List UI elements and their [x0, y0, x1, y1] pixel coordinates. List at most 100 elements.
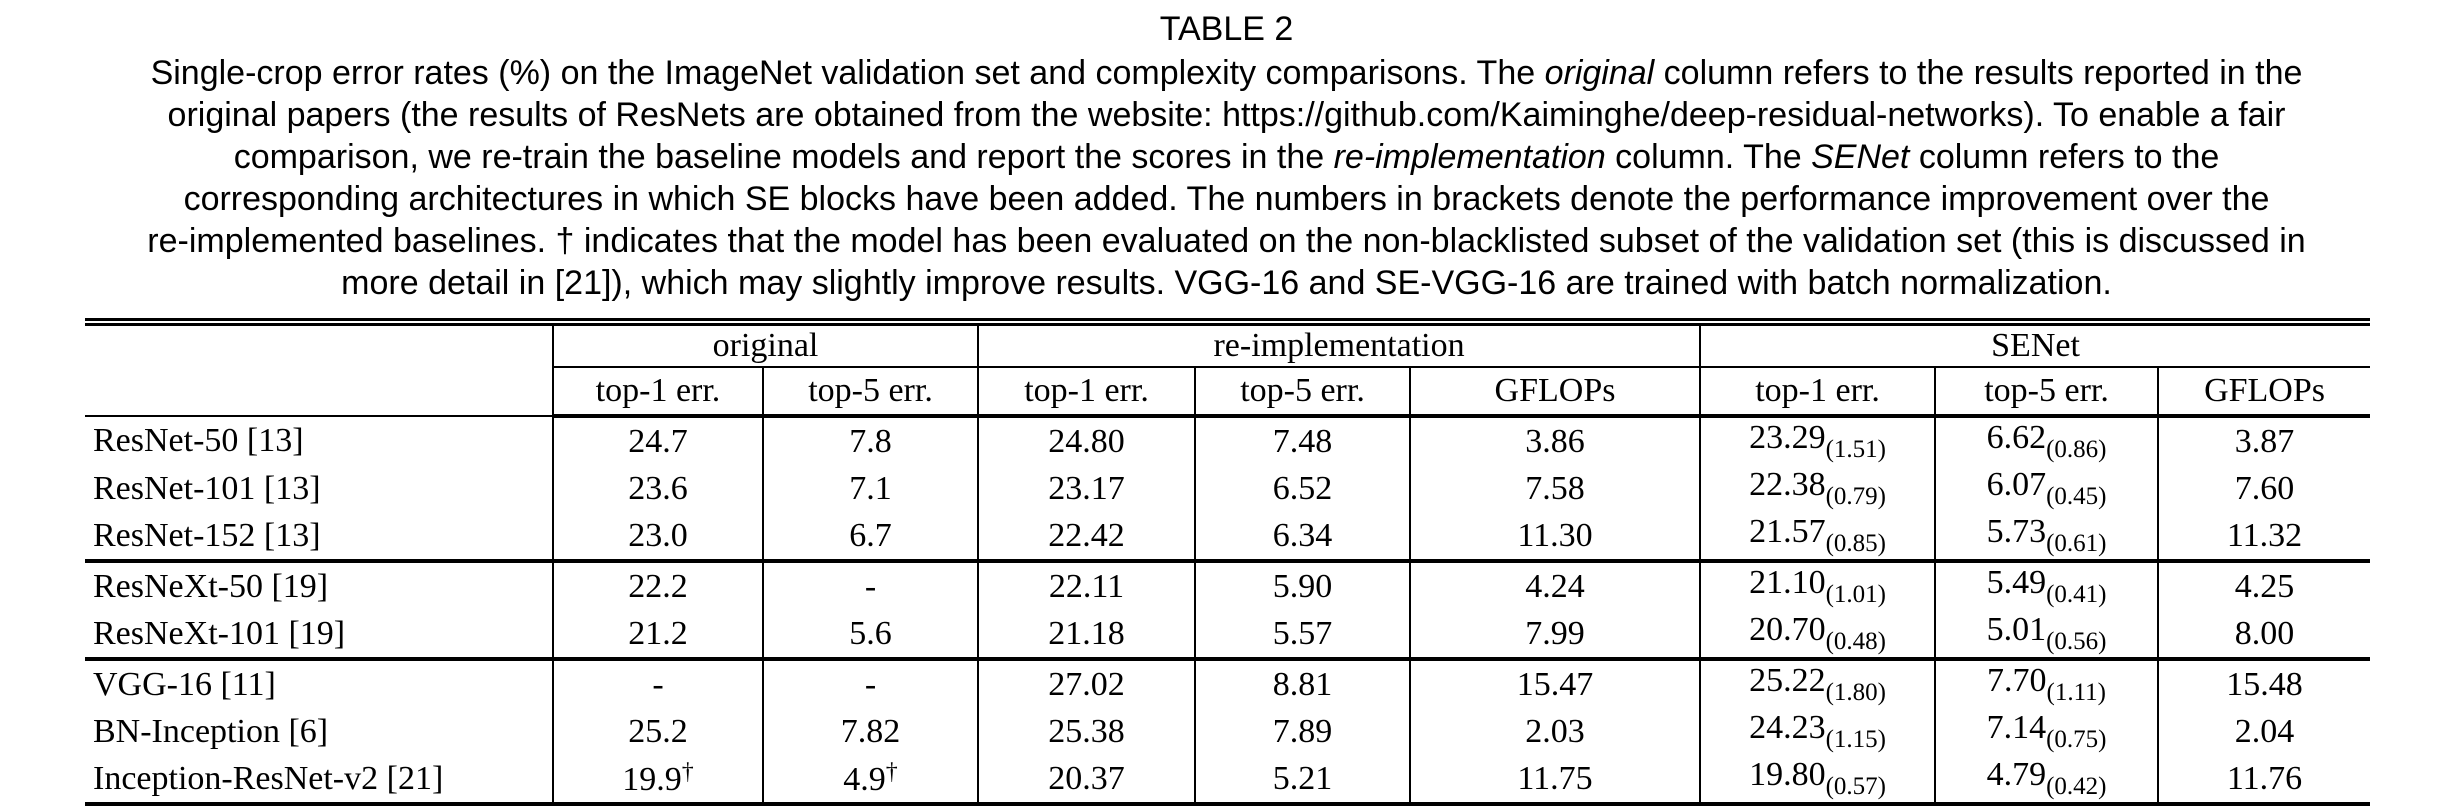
value-cell: 7.60 — [2157, 465, 2371, 512]
sub-header-row: top-1 err. top-5 err. top-1 err. top-5 err.… — [85, 367, 2371, 418]
value-cell: 7.89 — [1194, 708, 1412, 755]
col-group-header-original: original — [551, 318, 980, 368]
col-group-header-senet: SENet — [1699, 318, 2371, 368]
value-cell: 7.99 — [1409, 610, 1702, 661]
model-name-cell: ResNeXt-50 [19] — [85, 561, 554, 610]
value-cell: 4.25 — [2157, 561, 2371, 610]
value-cell: 5.73(0.61) — [1934, 512, 2160, 563]
value-cell: 24.80 — [977, 416, 1197, 465]
corner-cell — [85, 318, 554, 417]
table-row: ResNet-101 [13] 23.6 7.1 23.17 6.52 7.58 22.38… — [85, 465, 2371, 512]
sub-header-top-5-err-: top-5 err. — [761, 367, 980, 418]
model-name-cell: ResNeXt-101 [19] — [85, 610, 554, 661]
model-name-cell: ResNet-152 [13] — [85, 512, 554, 563]
value-cell: 11.30 — [1409, 512, 1702, 563]
caption-line: original papers (the results of ResNets … — [167, 96, 2286, 134]
value-cell: 20.70(0.48) — [1699, 610, 1937, 661]
model-name-cell: ResNet-50 [13] — [85, 416, 554, 465]
value-cell: 4.9† — [761, 755, 980, 806]
value-cell: 3.86 — [1409, 416, 1702, 465]
value-cell: 3.87 — [2157, 416, 2371, 465]
value-cell: 4.79(0.42) — [1934, 755, 2160, 806]
model-name-cell: VGG-16 [11] — [85, 659, 554, 708]
value-cell: 5.21 — [1194, 755, 1412, 806]
value-cell: 21.18 — [977, 610, 1197, 661]
caption-line: re-implemented baselines. † indicates th… — [147, 222, 2306, 260]
value-cell: 23.0 — [552, 512, 764, 563]
table-row: ResNet-152 [13] 23.0 6.7 22.42 6.34 11.30 21.5… — [85, 512, 2371, 563]
table-body: ResNet-50 [13] 24.7 7.8 24.80 7.48 3.86 23.29(… — [85, 416, 2371, 806]
value-cell: 6.52 — [1194, 465, 1412, 512]
sub-header-top-1-err-: top-1 err. — [1699, 367, 1937, 418]
value-cell: 24.7 — [552, 416, 764, 465]
value-cell: 6.34 — [1194, 512, 1412, 563]
value-cell: 7.58 — [1409, 465, 1702, 512]
value-cell: 7.82 — [761, 708, 980, 755]
value-cell: 21.57(0.85) — [1699, 512, 1937, 563]
value-cell: 27.02 — [977, 659, 1197, 708]
results-table: original re-implementation SENet top-1 err… — [85, 318, 2371, 806]
value-cell: 8.00 — [2157, 610, 2371, 661]
table-header: original re-implementation SENet top-1 err… — [85, 318, 2371, 418]
value-cell: 25.38 — [977, 708, 1197, 755]
value-cell: 23.17 — [977, 465, 1197, 512]
value-cell: 5.57 — [1194, 610, 1412, 661]
caption-lines: Single-crop error rates (%) on the Image… — [0, 52, 2453, 304]
value-cell: 24.23(1.15) — [1699, 708, 1937, 755]
value-cell: 11.32 — [2157, 512, 2371, 563]
value-cell: 19.80(0.57) — [1699, 755, 1937, 806]
model-name-cell: ResNet-101 [13] — [85, 465, 554, 512]
sub-header-top-5-err-: top-5 err. — [1934, 367, 2160, 418]
caption-line: corresponding architectures in which SE … — [183, 180, 2270, 218]
value-cell: 23.6 — [552, 465, 764, 512]
table-title: TABLE 2 — [1159, 10, 1294, 48]
value-cell: 22.38(0.79) — [1699, 465, 1937, 512]
value-cell: 7.1 — [761, 465, 980, 512]
caption-line: Single-crop error rates (%) on the Image… — [150, 54, 2303, 92]
table-row: ResNeXt-50 [19] 22.2-22.11 5.90 4.24 21.10(1… — [85, 561, 2371, 610]
value-cell: 7.14(0.75) — [1934, 708, 2160, 755]
model-name-cell: BN-Inception [6] — [85, 708, 554, 755]
sub-header-gflops: GFLOPs — [2157, 367, 2371, 418]
table-row: ResNeXt-101 [19] 21.2 5.6 21.18 5.57 7.99 20.7… — [85, 610, 2371, 661]
value-cell: 5.90 — [1194, 561, 1412, 610]
table-row: ResNet-50 [13] 24.7 7.8 24.80 7.48 3.86 23.29(… — [85, 416, 2371, 465]
table-row: Inception-ResNet-v2 [21] 19.9† 4.9† 20.37 5.… — [85, 755, 2371, 806]
value-cell: 5.49(0.41) — [1934, 561, 2160, 610]
sub-header-top-1-err-: top-1 err. — [977, 367, 1197, 418]
value-cell: 6.62(0.86) — [1934, 416, 2160, 465]
value-cell: 4.24 — [1409, 561, 1702, 610]
value-cell: 5.6 — [761, 610, 980, 661]
value-cell: - — [761, 561, 980, 610]
table-row: BN-Inception [6] 25.2 7.82 25.38 7.89 2.03 24.… — [85, 708, 2371, 755]
value-cell: 6.7 — [761, 512, 980, 563]
value-cell: 5.01(0.56) — [1934, 610, 2160, 661]
value-cell: 15.47 — [1409, 659, 1702, 708]
value-cell: 7.70(1.11) — [1934, 659, 2160, 708]
value-cell: 20.37 — [977, 755, 1197, 806]
model-name-cell: Inception-ResNet-v2 [21] — [85, 755, 554, 806]
value-cell: 2.04 — [2157, 708, 2371, 755]
value-cell: 19.9† — [552, 755, 764, 806]
table-caption: TABLE 2 Single-crop error rates (%) on t… — [0, 8, 2453, 304]
value-cell: 21.10(1.01) — [1699, 561, 1937, 610]
value-cell: 11.76 — [2157, 755, 2371, 806]
caption-line: more detail in [21]), which may slightly… — [341, 264, 2112, 302]
value-cell: 21.2 — [552, 610, 764, 661]
value-cell: 8.81 — [1194, 659, 1412, 708]
value-cell: 7.48 — [1194, 416, 1412, 465]
table-row: VGG-16 [11] - -27.02 8.81 15.47 25.22(1.80) 7.… — [85, 659, 2371, 708]
col-group-header-re-implementation: re-implementation — [977, 318, 1702, 368]
value-cell: 15.48 — [2157, 659, 2371, 708]
value-cell: - — [552, 659, 764, 708]
sub-header-top-1-err-: top-1 err. — [553, 367, 764, 418]
sub-header-top-5-err-: top-5 err. — [1194, 367, 1412, 418]
value-cell: 7.8 — [761, 416, 980, 465]
value-cell: 22.2 — [552, 561, 764, 610]
value-cell: 6.07(0.45) — [1934, 465, 2160, 512]
value-cell: 25.22(1.80) — [1699, 659, 1937, 708]
value-cell: 23.29(1.51) — [1699, 416, 1937, 465]
sub-header-gflops: GFLOPs — [1409, 367, 1702, 418]
value-cell: - — [761, 659, 980, 708]
value-cell: 22.11 — [977, 561, 1197, 610]
